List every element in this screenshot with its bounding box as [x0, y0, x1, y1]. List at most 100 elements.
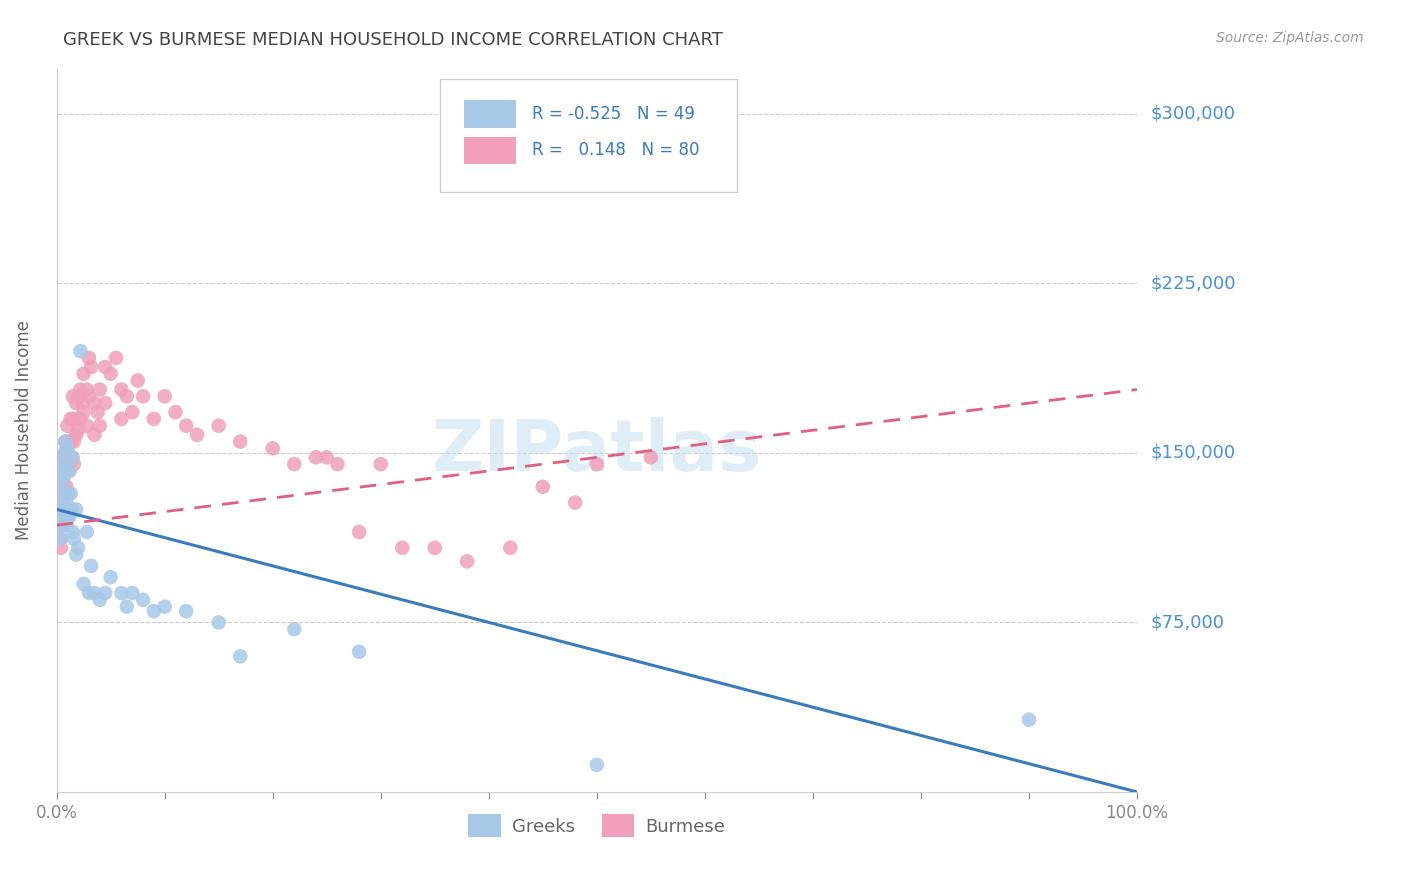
Point	[58, 486, 80, 500]
Point	[58, 464, 80, 478]
Point	[59, 434, 82, 449]
Point	[62, 524, 84, 539]
Point	[94, 396, 117, 410]
Point	[58, 464, 80, 478]
Point	[121, 405, 143, 419]
Point	[86, 405, 108, 419]
Point	[51, 450, 73, 465]
Point	[77, 351, 100, 365]
Point	[262, 442, 284, 456]
Point	[153, 599, 176, 614]
Point	[83, 586, 105, 600]
Point	[229, 434, 252, 449]
Point	[174, 418, 197, 433]
Point	[110, 412, 132, 426]
Point	[83, 396, 105, 410]
Point	[51, 457, 73, 471]
Text: ZIPatlas: ZIPatlas	[432, 417, 762, 486]
Point	[67, 541, 90, 555]
Point	[423, 541, 446, 555]
Point	[49, 502, 72, 516]
Point	[53, 434, 76, 449]
Point	[76, 383, 98, 397]
Point	[52, 514, 75, 528]
Bar	[464, 136, 516, 164]
Point	[72, 577, 94, 591]
Point	[55, 502, 77, 516]
Point	[63, 457, 86, 471]
Text: GREEK VS BURMESE MEDIAN HOUSEHOLD INCOME CORRELATION CHART: GREEK VS BURMESE MEDIAN HOUSEHOLD INCOME…	[63, 31, 723, 49]
Point	[56, 442, 79, 456]
Text: R =   0.148   N = 80: R = 0.148 N = 80	[531, 141, 699, 160]
Point	[72, 367, 94, 381]
Point	[51, 473, 73, 487]
Point	[100, 570, 122, 584]
Point	[62, 412, 84, 426]
Text: $300,000: $300,000	[1152, 104, 1236, 123]
Point	[115, 599, 138, 614]
Point	[76, 524, 98, 539]
Point	[1018, 713, 1040, 727]
Point	[52, 495, 75, 509]
Text: $150,000: $150,000	[1152, 444, 1236, 462]
Point	[67, 389, 90, 403]
Point	[60, 502, 83, 516]
Point	[186, 427, 208, 442]
Point	[52, 491, 75, 505]
Point	[53, 457, 76, 471]
Point	[66, 412, 89, 426]
Point	[94, 586, 117, 600]
Legend: Greeks, Burmese: Greeks, Burmese	[461, 806, 733, 845]
Bar	[464, 101, 516, 128]
Point	[564, 495, 586, 509]
Point	[77, 389, 100, 403]
Point	[326, 457, 349, 471]
Point	[49, 518, 72, 533]
Point	[391, 541, 413, 555]
Point	[51, 473, 73, 487]
Y-axis label: Median Household Income: Median Household Income	[15, 320, 32, 541]
Point	[65, 396, 87, 410]
Point	[94, 359, 117, 374]
Point	[69, 412, 91, 426]
Point	[56, 486, 79, 500]
Point	[229, 649, 252, 664]
Point	[142, 412, 165, 426]
Point	[89, 418, 111, 433]
Point	[55, 518, 77, 533]
Point	[58, 434, 80, 449]
Point	[110, 383, 132, 397]
Point	[283, 457, 305, 471]
Text: Source: ZipAtlas.com: Source: ZipAtlas.com	[1216, 31, 1364, 45]
Point	[100, 367, 122, 381]
Point	[53, 464, 76, 478]
Point	[640, 450, 662, 465]
Text: $225,000: $225,000	[1152, 275, 1236, 293]
Point	[58, 509, 80, 524]
Point	[89, 383, 111, 397]
Point	[59, 412, 82, 426]
Point	[370, 457, 392, 471]
Point	[49, 532, 72, 546]
FancyBboxPatch shape	[440, 79, 737, 192]
Point	[76, 418, 98, 433]
Point	[65, 548, 87, 562]
Point	[65, 502, 87, 516]
Point	[62, 389, 84, 403]
Text: R = -0.525   N = 49: R = -0.525 N = 49	[531, 105, 695, 123]
Point	[65, 427, 87, 442]
Point	[56, 442, 79, 456]
Point	[48, 509, 70, 524]
Point	[105, 351, 128, 365]
Point	[142, 604, 165, 618]
Text: $75,000: $75,000	[1152, 614, 1225, 632]
Point	[121, 586, 143, 600]
Point	[89, 592, 111, 607]
Point	[80, 558, 103, 573]
Point	[49, 518, 72, 533]
Point	[347, 645, 370, 659]
Point	[174, 604, 197, 618]
Point	[110, 586, 132, 600]
Point	[72, 396, 94, 410]
Point	[132, 389, 155, 403]
